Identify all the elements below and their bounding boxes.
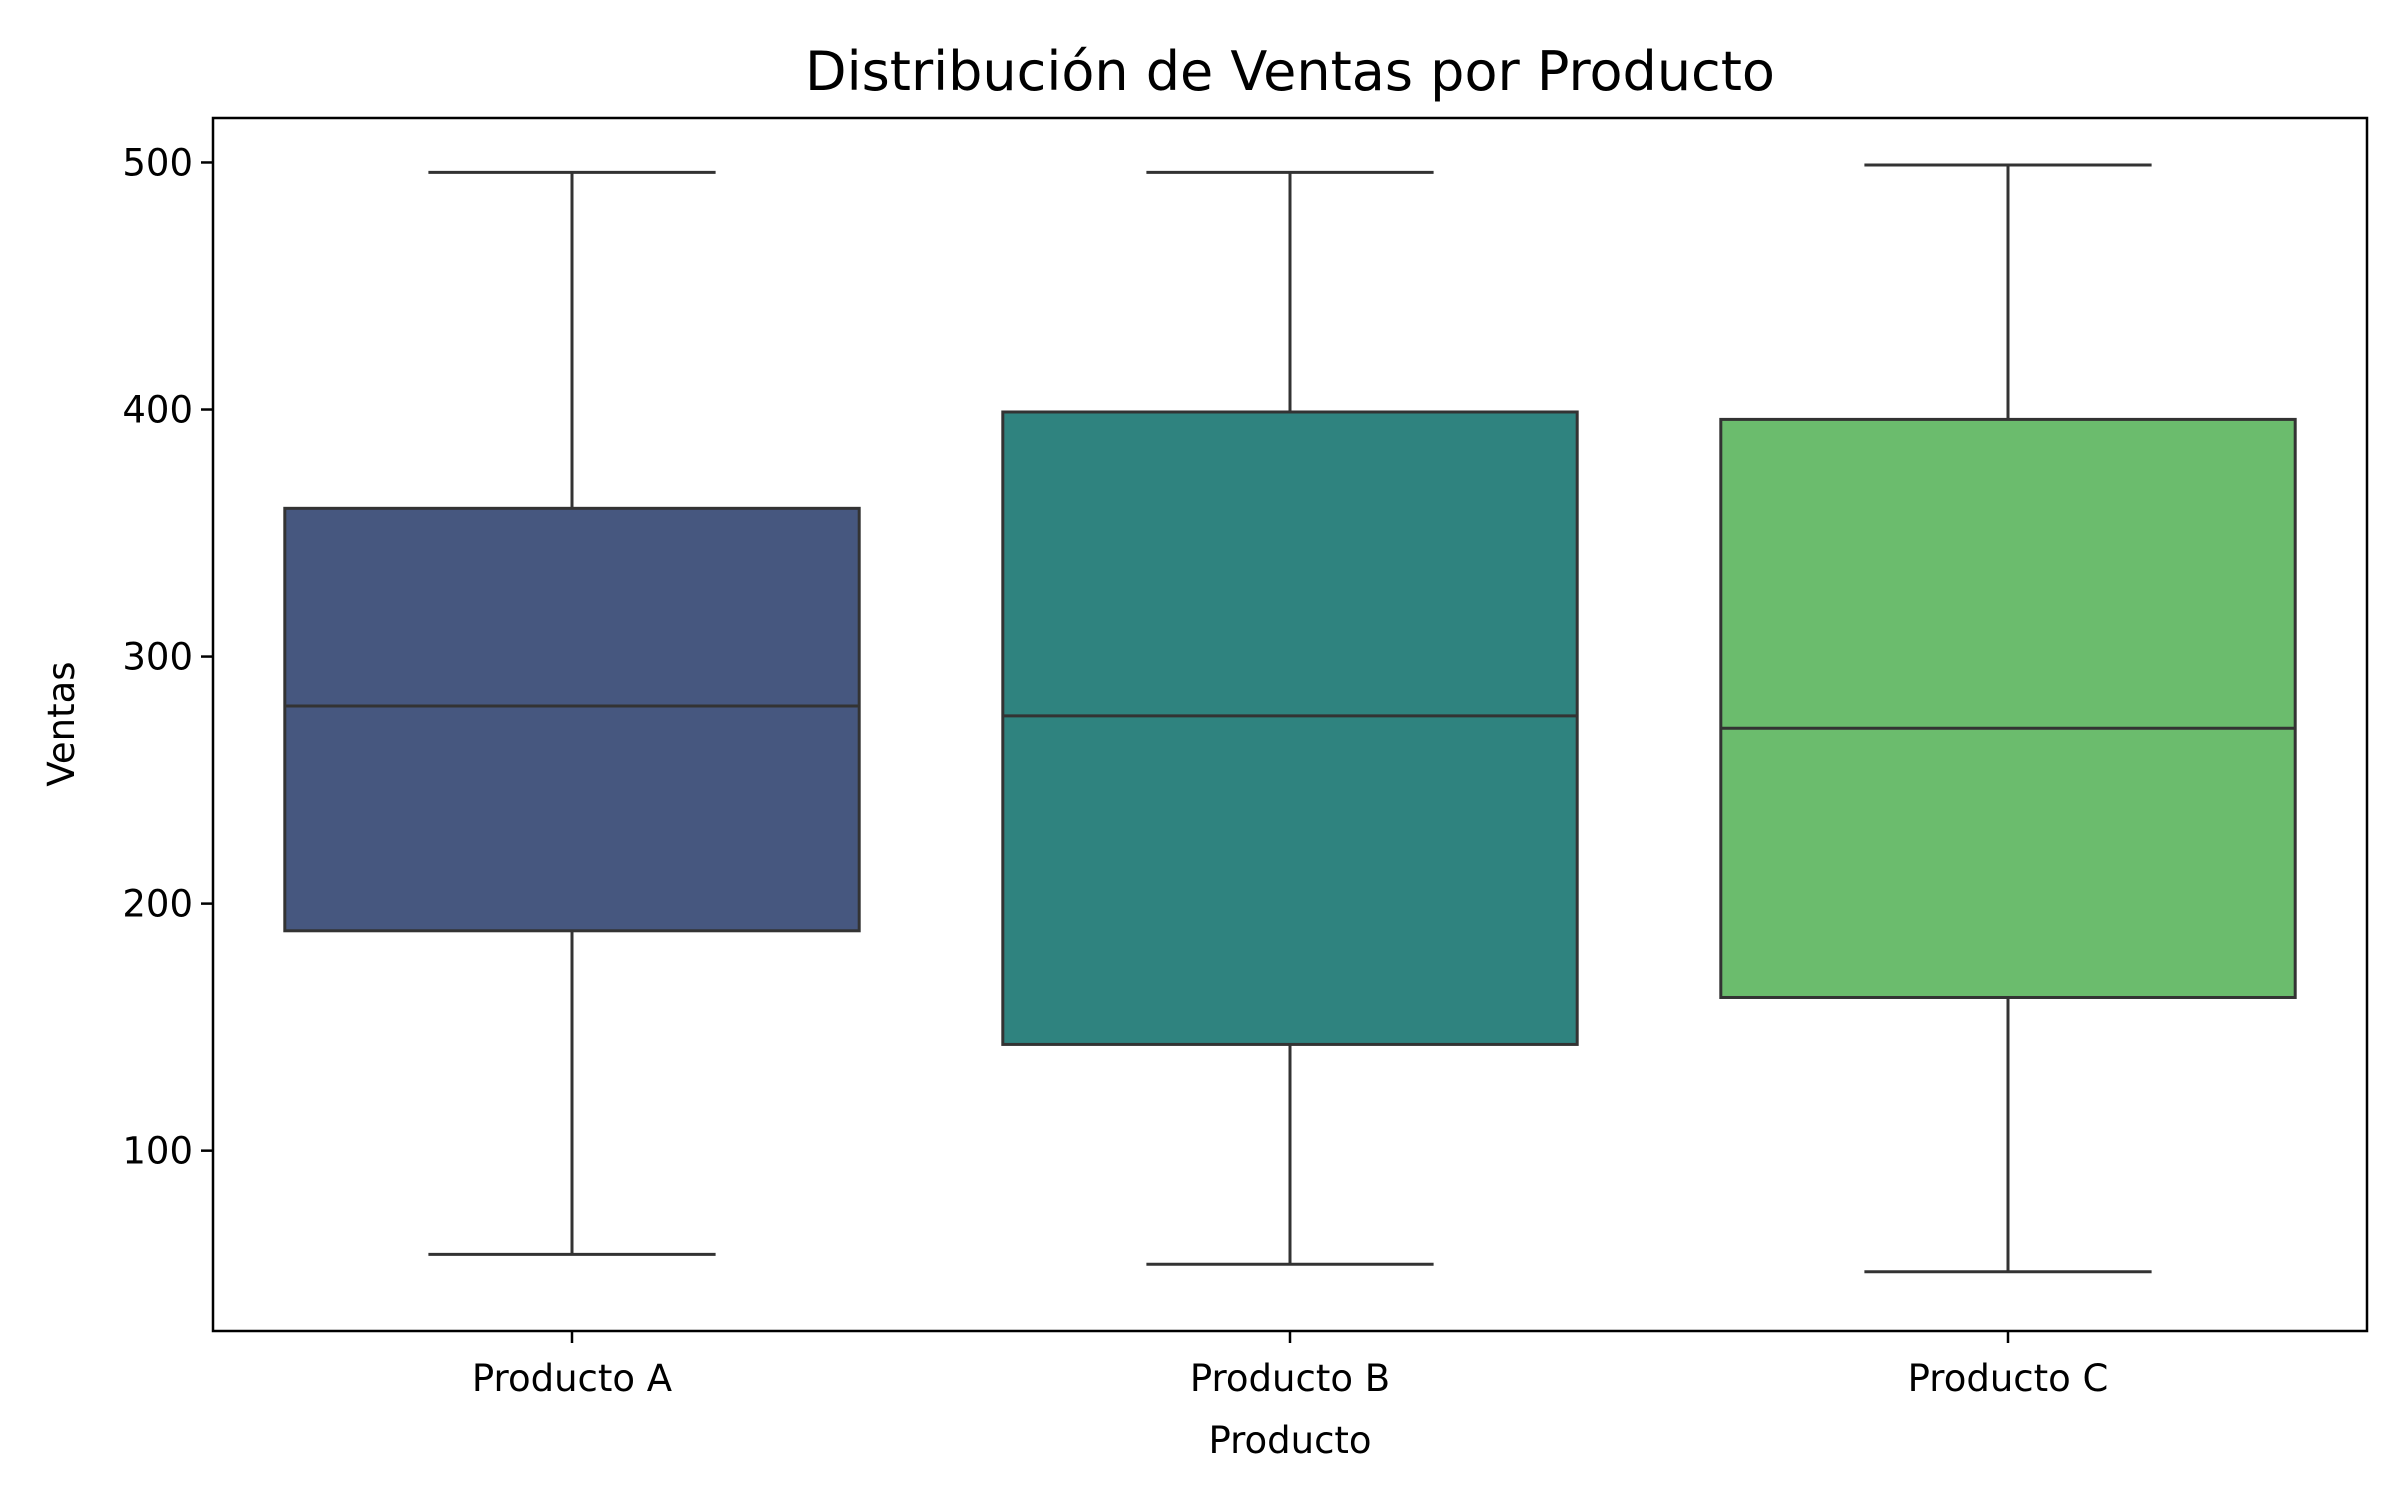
box-group [1719, 163, 2297, 1274]
y-tick-label: 300 [122, 636, 193, 679]
plot-area-frame [211, 116, 2369, 1333]
y-axis-label: Ventas [40, 661, 83, 786]
x-axis-label: Producto [1208, 1419, 1371, 1462]
x-tick-label: Producto A [472, 1357, 672, 1400]
boxes-layer [283, 163, 2297, 1274]
y-tick-label: 400 [122, 389, 193, 432]
iqr-box [1719, 417, 2297, 999]
y-axis-ticks: 100 200 300 400 500 [122, 141, 213, 1173]
y-tick-label: 100 [122, 1130, 193, 1173]
y-tick-label: 200 [122, 883, 193, 926]
box-group [1001, 170, 1579, 1266]
iqr-box [283, 506, 861, 933]
x-tick-label: Producto B [1190, 1357, 1390, 1400]
box-group [283, 170, 861, 1256]
x-axis-ticks: Producto A Producto B Producto C [472, 1331, 2108, 1400]
y-tick-label: 500 [122, 141, 193, 184]
chart-title: Distribución de Ventas por Producto [805, 40, 1775, 103]
iqr-box [1001, 410, 1579, 1046]
x-tick-label: Producto C [1908, 1357, 2109, 1400]
